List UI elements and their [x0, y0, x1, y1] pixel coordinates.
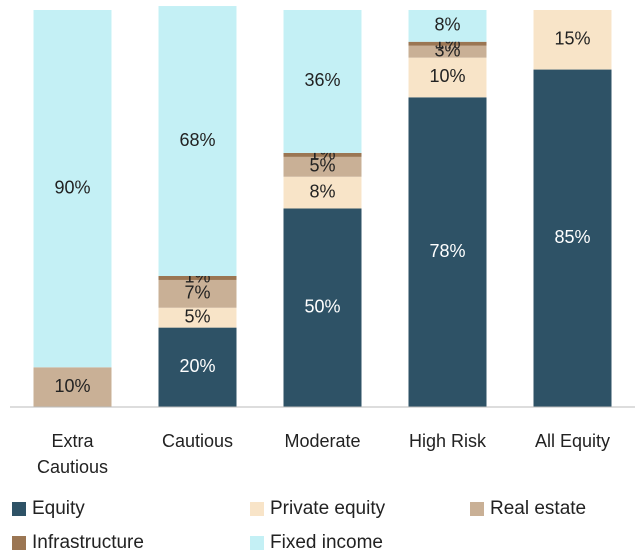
- bar-segment: [408, 10, 487, 42]
- data-label: 50%: [304, 297, 340, 317]
- data-label: 90%: [54, 177, 90, 197]
- data-label: 5%: [309, 156, 335, 176]
- legend-swatch: [470, 502, 484, 516]
- legend-item: Real estate: [470, 498, 586, 520]
- legend-item: Infrastructure: [12, 532, 144, 554]
- x-tick-label: Moderate: [284, 431, 361, 451]
- bar-segment: [33, 10, 112, 368]
- bar-segment: [408, 57, 487, 98]
- legend-label: Equity: [32, 498, 85, 519]
- legend-label: Fixed income: [270, 532, 383, 553]
- bar-segment: [408, 41, 487, 46]
- bar-segment: [283, 208, 362, 407]
- x-tick-label: High Risk: [408, 431, 487, 451]
- legend-swatch: [250, 536, 264, 550]
- bar-segment: [158, 327, 237, 407]
- x-tick-label: Cautious: [161, 431, 234, 451]
- legend-item: Equity: [12, 498, 85, 520]
- bar-segment: [158, 275, 237, 280]
- data-label: 15%: [554, 29, 590, 49]
- data-label: 10%: [429, 66, 465, 86]
- bar-segment: [533, 10, 612, 70]
- legend-swatch: [12, 502, 26, 516]
- data-label: 10%: [54, 376, 90, 396]
- bar-segment: [158, 6, 237, 276]
- legend-label: Infrastructure: [32, 532, 144, 553]
- x-tick-label: Extra Cautious: [36, 431, 109, 477]
- data-label: 7%: [184, 283, 210, 303]
- bar-segment: [283, 156, 362, 177]
- data-label: 78%: [429, 241, 465, 261]
- bar-segment: [283, 176, 362, 209]
- legend-label: Private equity: [270, 498, 386, 519]
- data-label: 5%: [184, 306, 210, 326]
- legend-item: Fixed income: [250, 532, 383, 554]
- x-tick-label: All Equity: [534, 431, 611, 451]
- bar-segment: [283, 152, 362, 157]
- legend-swatch: [12, 536, 26, 550]
- bar-segment: [283, 10, 362, 153]
- data-label: 20%: [179, 356, 215, 376]
- bar-segment: [408, 97, 487, 407]
- bar-segment: [408, 45, 487, 58]
- plot: 10%90%20%5%7%1%68%50%8%5%1%36%78%10%3%1%…: [10, 6, 635, 408]
- bar-segment: [533, 69, 612, 408]
- data-label: 8%: [434, 15, 460, 35]
- legend-swatch: [250, 502, 264, 516]
- bar-segment: [158, 307, 237, 328]
- data-label: 36%: [304, 70, 340, 90]
- bar-segment: [33, 367, 112, 407]
- data-label: 8%: [309, 181, 335, 201]
- data-label: 68%: [179, 130, 215, 150]
- bar-segment: [158, 279, 237, 308]
- legend-label: Real estate: [490, 498, 587, 519]
- legend-item: Private equity: [250, 498, 385, 520]
- data-label: 85%: [554, 227, 590, 247]
